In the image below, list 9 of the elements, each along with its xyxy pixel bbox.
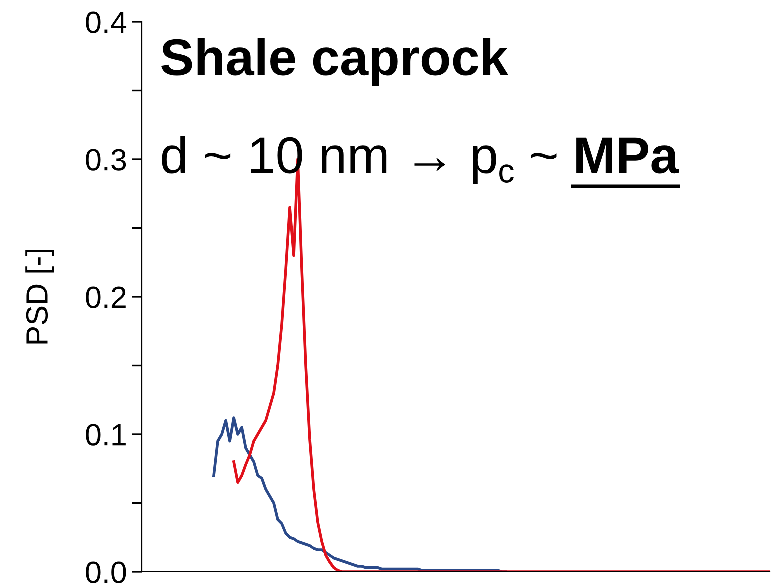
y-axis-title: PSD [-] [26, 250, 54, 344]
annotation: MPa [576, 138, 680, 174]
text: 0.0 [86, 562, 126, 584]
chart-title: Shale caprock [161, 38, 509, 86]
annotation: d ~ 10 nm → pc ~ [162, 136, 557, 184]
y-tick-label: 0.1 [86, 424, 126, 446]
y-tick-label: 0.3 [86, 149, 126, 171]
y-tick-label: 0.2 [86, 286, 126, 308]
y-tick-label: 0.4 [86, 12, 127, 34]
